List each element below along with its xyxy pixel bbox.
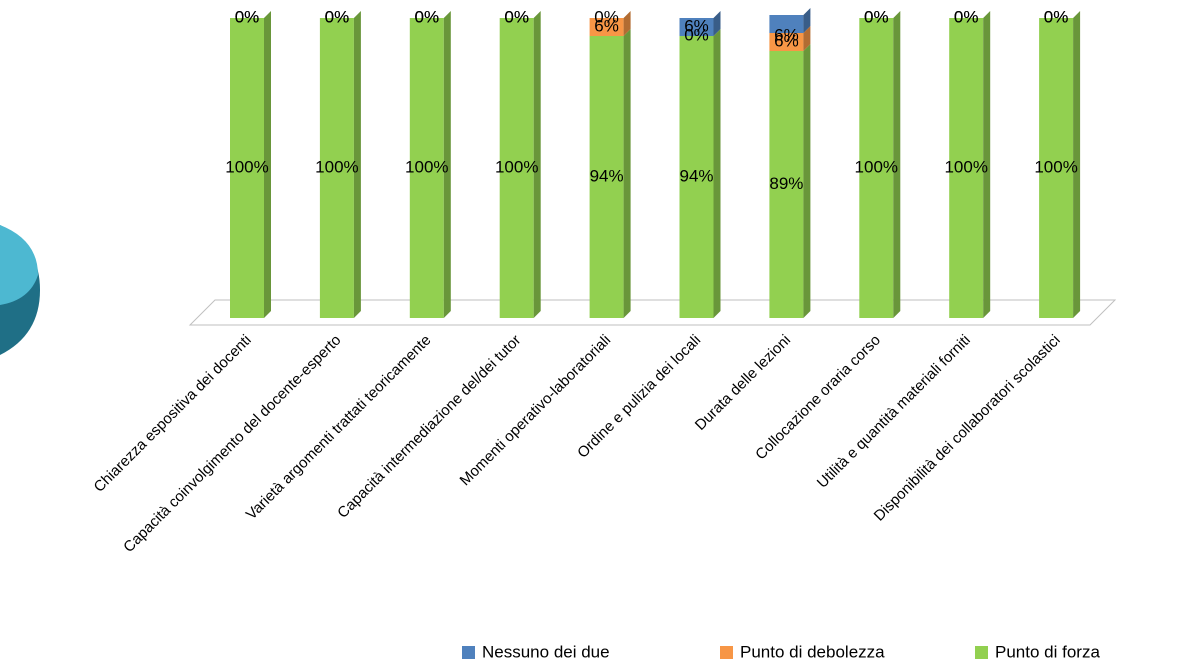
x-tick-label: Varietà argomenti trattati teoricamente [243, 332, 435, 524]
bar-segment [769, 15, 804, 33]
data-label: 6% [774, 25, 799, 44]
bar-segment [769, 33, 804, 51]
data-label: 100% [405, 157, 448, 176]
bar-segment [499, 18, 534, 318]
legend-label: Punto di debolezza [740, 642, 885, 661]
bar-segment [859, 18, 894, 318]
data-label: 0% [325, 7, 350, 26]
legend-label: Punto di forza [995, 642, 1100, 661]
data-label: 0% [235, 7, 260, 26]
data-label: 100% [495, 157, 538, 176]
data-label: 6% [594, 16, 619, 35]
bar-segment [949, 18, 984, 318]
legend-swatch [975, 646, 988, 659]
data-label: 0% [684, 25, 709, 44]
bar-segment [409, 18, 444, 318]
bar-segment [769, 51, 804, 318]
bar-side [803, 8, 811, 33]
data-label: 89% [769, 174, 803, 193]
data-label: 100% [855, 157, 898, 176]
bar-side [1073, 11, 1081, 318]
bar-side [353, 11, 361, 318]
data-label: 0% [415, 7, 440, 26]
data-label: 0% [504, 7, 529, 26]
x-tick-label: Utilità e quantità materiali forniti [814, 332, 974, 492]
bar-segment [319, 18, 354, 318]
data-label: 0% [954, 7, 979, 26]
data-label: 94% [679, 166, 713, 185]
x-tick-label: Chiarezza espositiva dei docenti [90, 332, 254, 496]
legend-swatch [462, 646, 475, 659]
data-label: 100% [225, 157, 268, 176]
bar-side [623, 11, 631, 36]
bar-segment [1039, 18, 1074, 318]
bar-side [713, 11, 721, 36]
bar-segment [589, 36, 624, 318]
bar-side [443, 11, 451, 318]
bar-side [264, 11, 271, 318]
x-tick-label: Momenti operativo-laboratoriali [457, 332, 615, 490]
data-label: 0% [864, 7, 889, 26]
data-label: 0% [954, 7, 979, 26]
x-tick-label: Disponibilità dei collaboratori scolasti… [871, 332, 1064, 525]
bar-side [533, 11, 541, 318]
legend-label: Nessuno dei due [482, 642, 610, 661]
bar-side [803, 26, 811, 51]
bar-segment [230, 18, 264, 318]
data-label: 0% [864, 7, 889, 26]
data-label: 0% [415, 7, 440, 26]
legend-swatch [720, 646, 733, 659]
x-tick-label: Durata delle lezioni [692, 332, 794, 434]
data-label: 0% [325, 7, 350, 26]
data-label: 100% [944, 157, 987, 176]
data-label: 94% [590, 166, 624, 185]
bar-side [713, 29, 721, 318]
bar-segment [679, 36, 714, 318]
bar-side [803, 44, 811, 318]
data-label: 0% [1044, 7, 1069, 26]
data-label: 0% [594, 7, 619, 26]
data-label: 100% [1034, 157, 1077, 176]
data-label: 0% [1044, 7, 1069, 26]
data-label: 0% [504, 7, 529, 26]
data-label: 100% [315, 157, 358, 176]
x-tick-label: Capacità intermediazione del/dei tutor [334, 332, 524, 522]
data-label: 0% [235, 7, 260, 26]
bar-side [623, 29, 631, 318]
bar-segment [679, 18, 714, 36]
data-label: 6% [774, 31, 799, 50]
data-label: 6% [684, 16, 709, 35]
bar-side [893, 11, 901, 318]
decoration [0, 225, 40, 355]
bar-segment [589, 18, 624, 36]
bar-side [983, 11, 991, 318]
